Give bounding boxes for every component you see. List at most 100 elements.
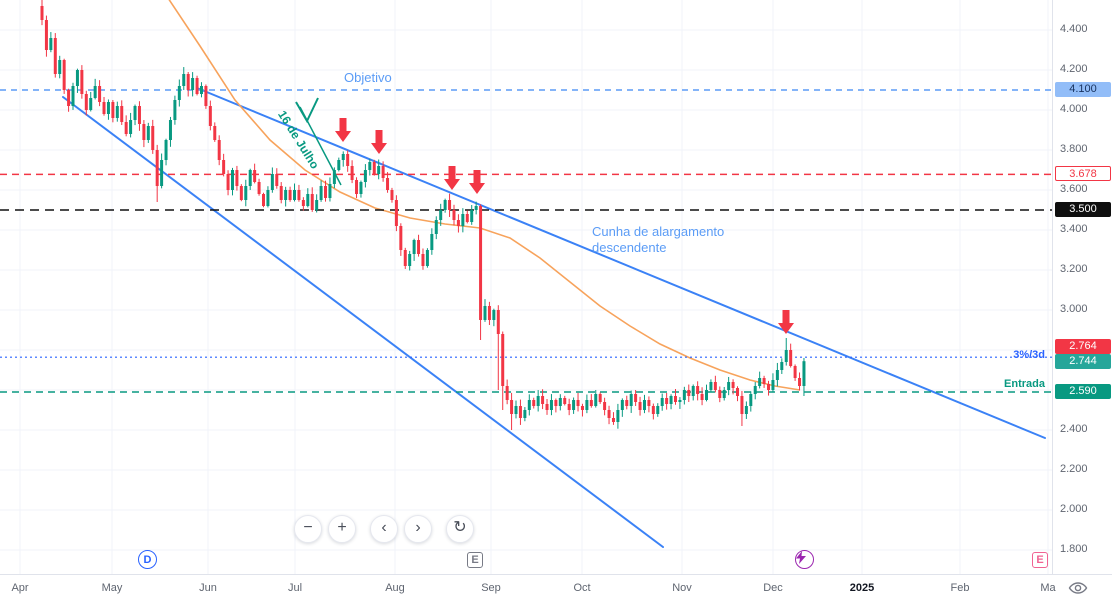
candle-body: [164, 140, 168, 160]
candle-body: [585, 400, 589, 410]
candle-body: [753, 386, 757, 394]
july16-trend-segment[interactable]: [299, 106, 342, 186]
candle-body: [607, 410, 611, 418]
candle-body: [456, 220, 460, 226]
price-level-chip-2.590[interactable]: 2.590: [1055, 384, 1111, 399]
candle-body: [328, 184, 332, 198]
wedge-upper[interactable]: [196, 87, 1046, 439]
down-arrow-markers[interactable]: [335, 118, 794, 334]
candle-body: [222, 160, 226, 174]
candle-body: [625, 400, 629, 406]
price-level-chip-2.744[interactable]: 2.744: [1055, 354, 1111, 370]
candle-body: [341, 154, 345, 160]
down-arrow-icon[interactable]: [778, 310, 794, 334]
price-level-chip-3.678[interactable]: 3.678: [1055, 166, 1111, 182]
candle-body: [67, 90, 71, 106]
candle-body: [142, 124, 146, 140]
price-level-chip-4.100[interactable]: 4.100: [1055, 82, 1111, 97]
candle-body: [186, 74, 190, 90]
candle-body: [541, 396, 545, 404]
horizontal-levels[interactable]: [0, 89, 1052, 393]
candle-body: [536, 396, 540, 406]
candle-body: [350, 166, 354, 180]
candle-body: [279, 186, 283, 200]
candle-body: [262, 194, 265, 206]
candle-body: [151, 126, 155, 150]
candle-body: [244, 186, 248, 200]
candle-body: [474, 206, 478, 210]
wedge-lower[interactable]: [62, 96, 664, 548]
candle-body: [616, 410, 620, 422]
price-axis[interactable]: 4.400 4.200 4.000 3.800 3.600 3.400 3.200 3.000…: [1052, 0, 1112, 574]
candle-body: [137, 106, 141, 124]
price-level-chip-3.500[interactable]: 3.500: [1055, 202, 1111, 217]
candle-body: [589, 400, 593, 406]
candle-body: [93, 86, 97, 98]
time-axis-label-Aug: Aug: [385, 582, 405, 594]
candle-body: [758, 378, 762, 386]
down-arrow-icon[interactable]: [469, 170, 485, 194]
chart-pane[interactable]: Objetivo Cunha de alargamento descendent…: [0, 0, 1052, 574]
candle-body: [199, 86, 203, 94]
candle-body: [722, 390, 726, 398]
price-tick-label: 2.200: [1060, 463, 1088, 475]
candle-body: [603, 402, 607, 410]
price-tick-label: 3.000: [1060, 303, 1088, 315]
candle-body: [775, 370, 779, 380]
candle-body: [390, 190, 394, 200]
candle-body: [647, 400, 651, 406]
candle-body: [651, 406, 655, 414]
candle-body: [324, 186, 328, 198]
candle-body: [767, 384, 771, 390]
candle-body: [479, 206, 483, 320]
candle-body: [549, 400, 553, 410]
event-marker-earnings[interactable]: E: [467, 552, 483, 568]
wedge-trendlines[interactable]: [62, 87, 1046, 548]
candle-body: [448, 200, 452, 210]
price-tick-label: 2.000: [1060, 503, 1088, 515]
pattern-annotation-label[interactable]: Cunha de alargamento descendente: [592, 224, 724, 256]
candle-body: [784, 350, 788, 362]
price-level-chip-2.764[interactable]: 2.764: [1055, 339, 1111, 355]
candle-body: [545, 404, 549, 410]
event-marker-flash-event[interactable]: [795, 550, 814, 569]
alert-line-label[interactable]: 3%/3d: [1013, 349, 1045, 361]
entrada-line-label[interactable]: Entrada: [1004, 378, 1045, 390]
eye-icon[interactable]: [1068, 580, 1092, 598]
zoom-out-button[interactable]: −: [294, 515, 322, 543]
candle-body: [270, 174, 274, 190]
price-chart-canvas[interactable]: [0, 0, 1052, 574]
reset-chart-button[interactable]: ↻: [446, 515, 474, 543]
candle-body: [700, 394, 704, 400]
candle-body: [84, 94, 88, 110]
candle-body: [501, 334, 505, 386]
price-tick-label: 2.400: [1060, 423, 1088, 435]
candle-body: [363, 170, 367, 182]
down-arrow-icon[interactable]: [335, 118, 351, 142]
candle-body: [40, 6, 44, 20]
candle-body: [355, 180, 359, 194]
scroll-left-button[interactable]: ‹: [370, 515, 398, 543]
candle-body: [106, 102, 110, 114]
down-arrow-icon[interactable]: [371, 130, 387, 154]
candle-body: [310, 194, 314, 210]
candle-body: [381, 166, 385, 178]
price-tick-label: 3.400: [1060, 223, 1088, 235]
event-marker-dividend[interactable]: D: [138, 550, 157, 569]
candle-body: [239, 186, 243, 200]
down-arrow-icon[interactable]: [444, 166, 460, 190]
candle-body: [576, 400, 580, 406]
candle-body: [80, 70, 84, 94]
candle-body: [510, 400, 514, 414]
candle-body: [346, 154, 350, 166]
candle-body: [408, 254, 412, 266]
zoom-in-button[interactable]: +: [328, 515, 356, 543]
objetivo-line-label[interactable]: Objetivo: [344, 70, 392, 85]
candle-body: [115, 106, 119, 118]
scroll-right-button[interactable]: ›: [404, 515, 432, 543]
candle-body: [709, 382, 713, 390]
time-axis[interactable]: Apr May Jun Jul Aug Sep Oct Nov Dec 2025 Feb Ma: [0, 574, 1112, 605]
candle-body: [731, 382, 735, 388]
candle-body: [798, 378, 802, 386]
event-marker-earnings-next[interactable]: E: [1032, 552, 1048, 568]
